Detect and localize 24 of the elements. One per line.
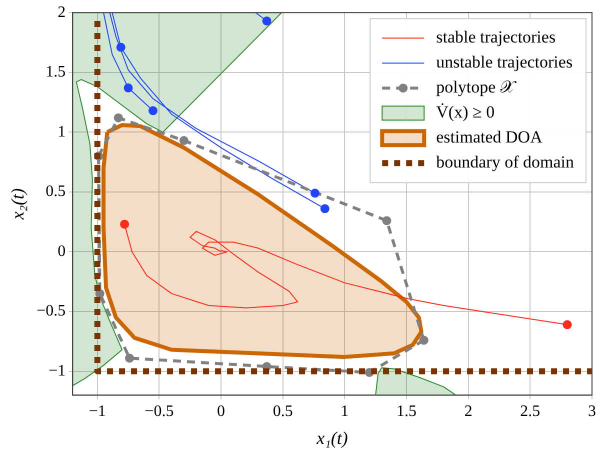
legend-label: V̇(x) ≥ 0 (436, 102, 495, 122)
x-tick-label: −0.5 (144, 403, 174, 420)
y-tick-label: 1.5 (46, 64, 66, 81)
y-tick-label: 0 (58, 242, 66, 260)
y-tick-label: 1 (58, 123, 66, 140)
x-axis-title: x₁(t) (316, 428, 348, 448)
x-tick-label: 2 (464, 403, 472, 420)
y-tick-label: 2 (58, 4, 66, 21)
legend-label: estimated DOA (436, 128, 544, 147)
legend-label: polytope 𝒳 (436, 78, 517, 97)
y-tick-label: −1 (48, 362, 66, 380)
legend-label: stable trajectories (436, 28, 556, 47)
y-tick-label: −0.5 (36, 302, 66, 320)
x-tick-label: −1 (88, 403, 106, 420)
x-tick-label: 0.5 (272, 403, 293, 420)
legend-label: unstable trajectories (436, 52, 573, 72)
y-tick-label: 0.5 (46, 183, 66, 200)
x-tick-label: 0 (217, 403, 226, 420)
x-tick-label: 1 (340, 403, 349, 420)
x-tick-label: 3 (588, 403, 596, 420)
y-axis-title: x₂(t) (8, 188, 28, 221)
x-tick-label: 2.5 (520, 403, 540, 420)
legend-label: boundary of domain (436, 152, 574, 172)
x-tick-label: 1.5 (396, 403, 417, 420)
